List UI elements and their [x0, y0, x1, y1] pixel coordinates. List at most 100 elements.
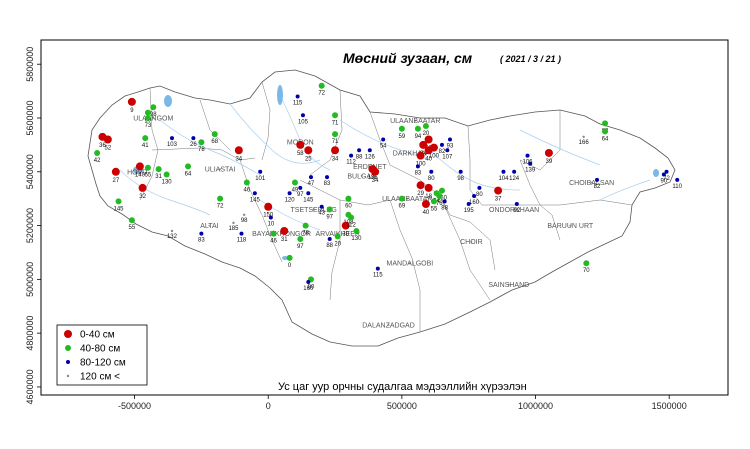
legend-label: 120 см < — [80, 372, 120, 383]
city-label: DARKHAN — [393, 150, 427, 157]
x-axis: -500000 0 500000 1000000 1500000 — [118, 395, 687, 411]
station-value: 132 — [167, 234, 178, 240]
station-value: 32 — [139, 194, 146, 200]
city-dot — [136, 170, 139, 173]
city-dot — [406, 197, 409, 200]
city-label: ULAANBAATAR — [382, 196, 432, 203]
station-value: 36 — [99, 143, 106, 149]
station-point — [211, 131, 218, 138]
station-value: 55 — [145, 173, 152, 179]
legend: 0-40 см 40-80 см 80-120 см 120 см < — [56, 324, 148, 386]
station-point — [415, 164, 420, 169]
city-label: ALTAI — [200, 223, 218, 230]
station-value: 135 — [367, 175, 378, 181]
city-label: MANDALGOBI — [387, 261, 434, 268]
station-value: 150 — [437, 196, 448, 202]
station-point — [94, 149, 101, 156]
station-point — [327, 237, 332, 242]
station-point — [308, 175, 313, 180]
station-value: 69 — [399, 204, 406, 210]
station-value: 27 — [113, 178, 120, 184]
station-point — [115, 198, 122, 205]
station-value: 40 — [423, 210, 430, 216]
station-value: 76 — [436, 201, 443, 207]
station-value: 18 — [425, 194, 432, 200]
city-dot — [219, 168, 222, 171]
x-tick-label: 0 — [266, 401, 271, 411]
city-dot — [312, 208, 315, 211]
station-point — [416, 151, 425, 160]
station-point — [300, 113, 305, 118]
station-point — [144, 114, 151, 121]
station-value: 31 — [155, 174, 162, 180]
station-value: 93 — [447, 144, 454, 150]
station-value: 88 — [356, 154, 363, 160]
station-value: 60 — [345, 204, 352, 210]
city-label: TSETSERLEG — [291, 207, 337, 214]
station-point — [528, 161, 533, 166]
station-value: 112 — [346, 160, 356, 166]
station-value: 70 — [583, 268, 590, 274]
station-value: 41 — [142, 143, 149, 149]
x-tick-label: 1000000 — [518, 401, 553, 411]
station-value: 145 — [114, 206, 125, 212]
map-title: Мөсний зузаан, см — [343, 50, 473, 66]
station-value: 58 — [297, 151, 304, 157]
station-value: 78 — [198, 147, 205, 153]
city-label: BARUUN URT — [547, 223, 593, 230]
station-point — [326, 206, 333, 213]
station-point — [439, 142, 444, 147]
station-value: 106 — [523, 160, 534, 166]
station-point — [295, 94, 300, 99]
station-value: 20 — [334, 241, 341, 247]
station-point — [398, 125, 405, 132]
station-point — [424, 135, 433, 144]
station-point — [155, 166, 162, 173]
station-value: 80 — [308, 284, 315, 290]
station-point — [291, 179, 298, 186]
station-point — [367, 148, 372, 153]
station-point — [436, 192, 443, 199]
station-value: 64 — [602, 136, 609, 142]
station-point — [661, 172, 666, 177]
legend-symbol — [66, 374, 70, 378]
station-point — [306, 280, 311, 285]
station-point — [298, 185, 303, 190]
city-dot — [387, 324, 390, 327]
station-value: 100 — [429, 154, 440, 160]
legend-symbol — [66, 360, 70, 364]
station-point — [429, 169, 434, 174]
station-point — [472, 193, 477, 198]
station-point — [144, 164, 151, 171]
city-dot — [590, 181, 593, 184]
station-point — [345, 195, 352, 202]
station-point — [477, 185, 482, 190]
legend-symbol — [64, 330, 72, 338]
station-point — [675, 177, 680, 182]
station-value: 78 — [302, 231, 309, 237]
station-point — [664, 169, 669, 174]
station-point — [421, 200, 430, 209]
station-point — [135, 162, 144, 171]
station-point — [297, 236, 304, 243]
station-value: 139 — [525, 168, 536, 174]
station-point — [239, 231, 244, 236]
station-value: 71 — [332, 139, 339, 145]
station-point — [258, 169, 263, 174]
station-value: 145 — [250, 197, 261, 203]
station-point — [302, 222, 309, 229]
station-value: 100 — [416, 162, 427, 168]
x-tick-label: -500000 — [118, 401, 151, 411]
station-value: 97 — [297, 244, 304, 250]
station-point — [458, 169, 463, 174]
station-value: 97 — [326, 214, 333, 220]
station-value: 10 — [268, 222, 275, 228]
station-value: 73 — [145, 123, 152, 129]
station-value: 185 — [228, 226, 239, 232]
station-value: 124 — [509, 176, 520, 182]
city-dot — [208, 224, 211, 227]
y-tick-label: 5200000 — [25, 208, 35, 243]
station-value: 42 — [94, 158, 101, 164]
station-point — [243, 179, 250, 186]
station-value: 83 — [415, 170, 422, 176]
